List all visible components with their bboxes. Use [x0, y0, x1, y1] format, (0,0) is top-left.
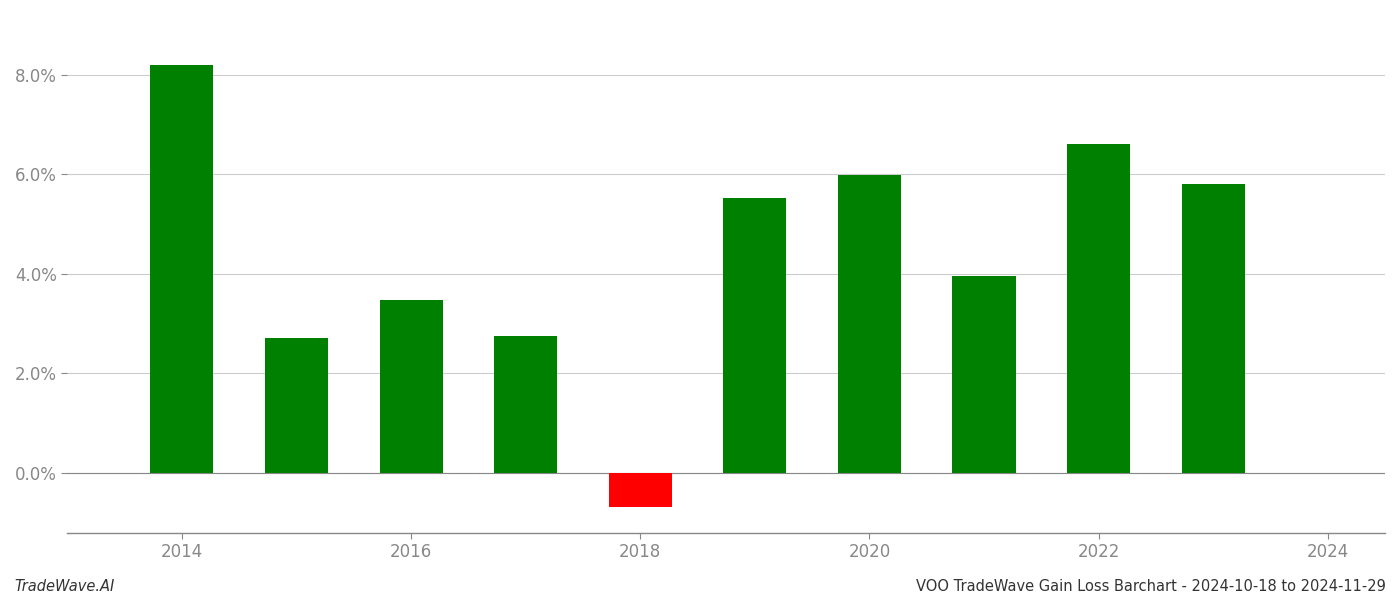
Bar: [265, 338, 328, 473]
Bar: [952, 276, 1015, 473]
Bar: [1067, 145, 1130, 473]
Bar: [724, 198, 787, 473]
Bar: [1182, 184, 1245, 473]
Bar: [609, 473, 672, 507]
Text: TradeWave.AI: TradeWave.AI: [14, 579, 115, 594]
Text: VOO TradeWave Gain Loss Barchart - 2024-10-18 to 2024-11-29: VOO TradeWave Gain Loss Barchart - 2024-…: [916, 579, 1386, 594]
Bar: [379, 300, 442, 473]
Bar: [494, 336, 557, 473]
Bar: [150, 65, 213, 473]
Bar: [839, 175, 902, 473]
